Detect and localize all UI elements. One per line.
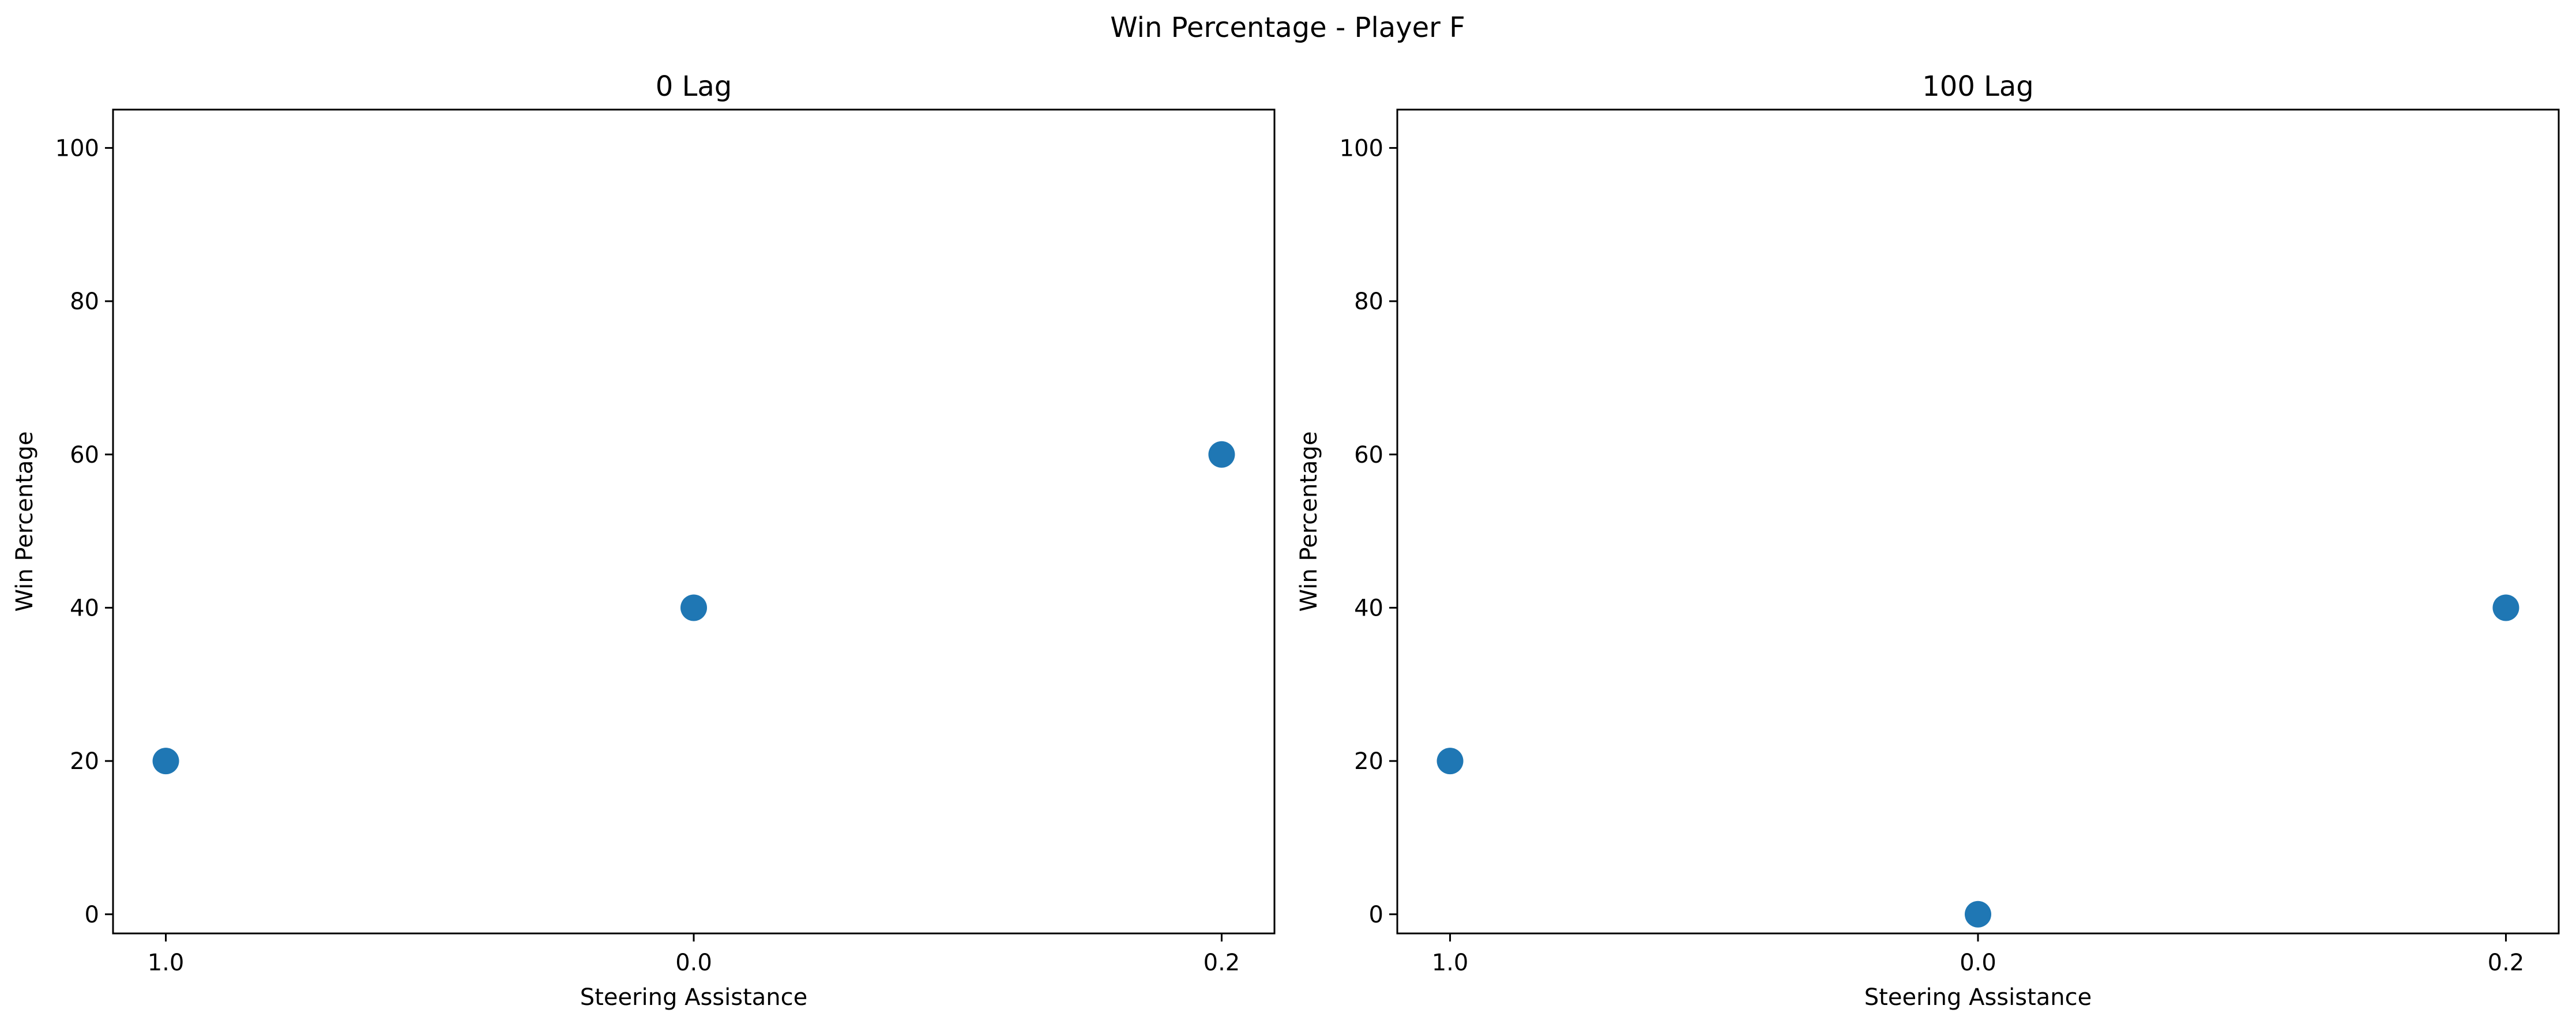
- data-point: [2492, 594, 2519, 621]
- x-tick-label: 1.0: [148, 950, 185, 976]
- y-tick-label: 0: [1369, 902, 1383, 928]
- x-tick-label: 1.0: [1432, 950, 1469, 976]
- axes-title: 0 Lag: [656, 70, 732, 103]
- y-axis-label: Win Percentage: [12, 432, 38, 612]
- data-point: [1436, 748, 1464, 775]
- y-tick-label: 100: [55, 135, 99, 162]
- subplot-100-lag: 100 Lag 0 20 40 60 80 100 1.0 0.0 0.2 Steering Ass…: [1296, 70, 2560, 1011]
- x-tick-label: 0.0: [1960, 950, 1996, 976]
- x-tick-label: 0.2: [2488, 950, 2525, 976]
- y-tick-label: 20: [70, 748, 99, 775]
- y-tick-label: 0: [85, 902, 99, 928]
- data-point: [680, 594, 707, 621]
- data-point: [1965, 901, 1991, 928]
- axes-title: 100 Lag: [1922, 70, 2034, 103]
- x-axis-label: Steering Assistance: [580, 984, 807, 1011]
- y-tick-label: 40: [70, 595, 99, 621]
- y-tick-label: 80: [1354, 288, 1383, 315]
- y-axis-label: Win Percentage: [1296, 432, 1322, 612]
- figure-suptitle: Win Percentage - Player F: [1110, 12, 1465, 44]
- y-tick-label: 60: [1354, 442, 1383, 468]
- x-tick-label: 0.0: [675, 950, 712, 976]
- data-point: [1208, 441, 1235, 468]
- x-axis-label: Steering Assistance: [1864, 984, 2092, 1011]
- subplot-0-lag: 0 Lag 0 20 40 60 80 100 1.0 0.0 0.2 Steering Assis…: [12, 70, 1276, 1011]
- y-tick-label: 80: [70, 288, 99, 315]
- y-tick-label: 100: [1340, 135, 1383, 162]
- data-point: [152, 748, 179, 775]
- y-tick-label: 60: [70, 442, 99, 468]
- x-tick-label: 0.2: [1204, 950, 1240, 976]
- y-tick-label: 20: [1354, 748, 1383, 775]
- y-tick-label: 40: [1354, 595, 1383, 621]
